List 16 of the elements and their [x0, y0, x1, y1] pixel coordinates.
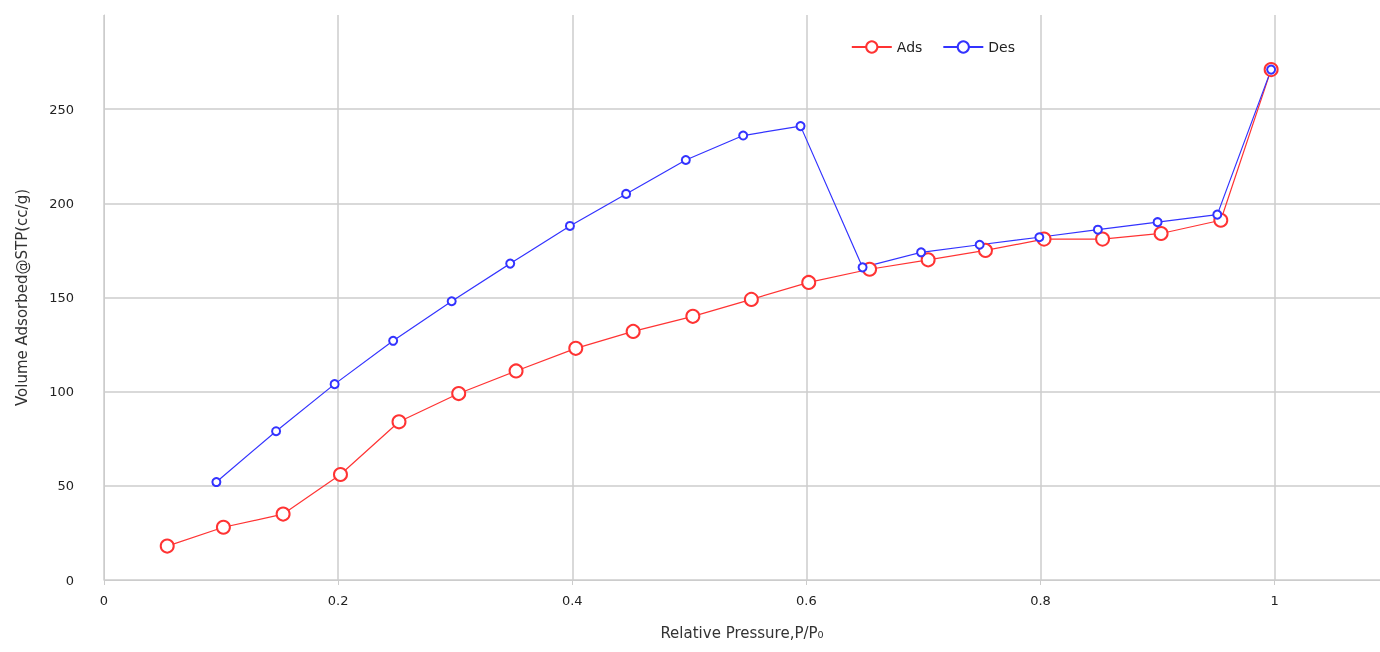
y-tick-label: 200: [49, 195, 74, 211]
y-tick-label: 0: [65, 572, 74, 588]
y-tick-label: 50: [57, 478, 74, 494]
x-tick-label: 0: [99, 593, 109, 608]
x-axis-title: Relative Pressure,P/P₀: [660, 623, 824, 642]
y-tick-label: 150: [49, 290, 74, 305]
x-tick-label: 0.6: [796, 593, 817, 608]
y-tick-label: 100: [49, 384, 74, 400]
x-tick-label: 0.4: [561, 593, 583, 608]
y-axis-title: Volume Adsorbed@STP(cc/g): [12, 188, 31, 407]
legend-label: Ads: [896, 39, 923, 55]
legend-label: Des: [988, 39, 1015, 55]
x-tick-label: 1: [1270, 593, 1279, 608]
x-tick-label: 0.2: [327, 593, 349, 608]
y-tick-label: 250: [49, 101, 74, 117]
x-tick-label: 0.8: [1030, 593, 1051, 608]
